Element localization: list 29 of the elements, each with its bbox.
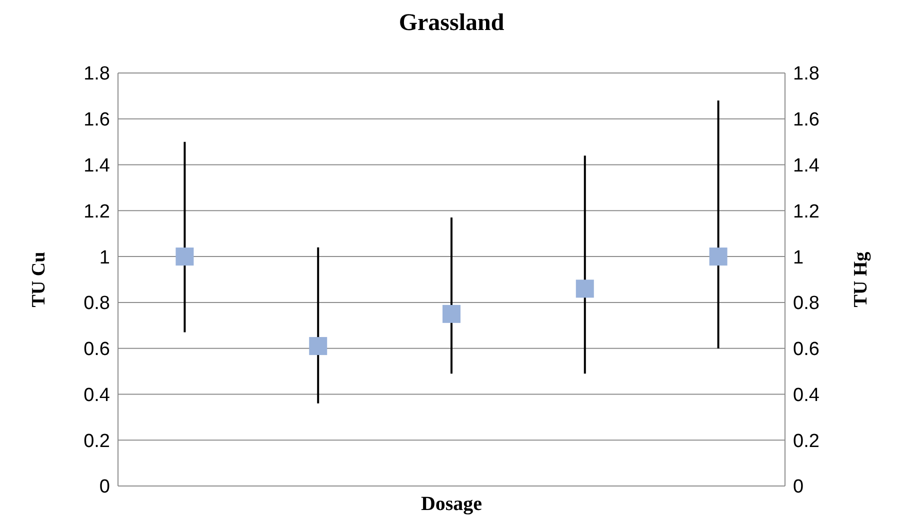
y2-tick-label: 1.2 xyxy=(793,201,820,222)
y-axis-title: TU Cu xyxy=(28,251,50,308)
point xyxy=(709,248,728,266)
y-tick-label: 0.2 xyxy=(84,430,110,452)
y2-tick-label: 1.8 xyxy=(793,64,820,85)
y-tick-label: 1.8 xyxy=(84,64,110,85)
y-tick-label: 0.8 xyxy=(84,293,110,314)
chart-title: Grassland xyxy=(398,10,506,37)
y-tick-label: 1.4 xyxy=(84,156,110,177)
point xyxy=(176,248,194,266)
y2-tick-label: 0.8 xyxy=(793,293,820,314)
point xyxy=(442,304,460,323)
y2-tick-label: 0.6 xyxy=(793,339,820,360)
y2-axis-title: TU Hg xyxy=(850,251,872,308)
y-tick-label: 1.6 xyxy=(84,110,110,131)
y-tick-label: 0.6 xyxy=(84,339,110,360)
y-tick-label: 1 xyxy=(99,247,110,268)
x-axis-title: Dosage xyxy=(420,493,482,515)
point xyxy=(576,280,594,298)
y-tick-label: 1.2 xyxy=(84,201,110,222)
y2-tick-label: 1 xyxy=(793,247,804,268)
y-tick-label: 0 xyxy=(99,476,110,498)
y2-tick-label: 0.2 xyxy=(793,430,820,452)
y2-tick-label: 1.6 xyxy=(793,110,820,131)
y2-tick-label: 0.4 xyxy=(793,384,820,406)
y2-tick-label: 0 xyxy=(793,476,804,498)
y-tick-label: 0.4 xyxy=(84,384,110,406)
y2-tick-label: 1.4 xyxy=(793,156,820,177)
point xyxy=(309,337,328,356)
